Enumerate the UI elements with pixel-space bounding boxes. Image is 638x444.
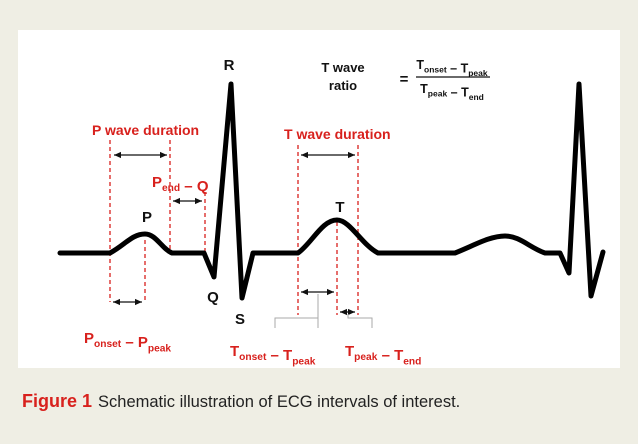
formula-text: Tpeak – Tend bbox=[420, 82, 484, 102]
label-subscript: peak bbox=[354, 352, 378, 363]
interval-arrows bbox=[113, 151, 355, 316]
interval-label: Tonset – Tpeak bbox=[230, 343, 316, 367]
label-part: T bbox=[420, 82, 428, 96]
label-part: P bbox=[152, 174, 162, 191]
interval-label: Tpeak – Tend bbox=[345, 343, 421, 367]
label-part: T bbox=[416, 58, 424, 72]
interval-label: T wave duration bbox=[284, 126, 391, 142]
formula-text: ratio bbox=[329, 78, 357, 93]
wave-label: T bbox=[335, 199, 344, 216]
label-subscript: end bbox=[469, 92, 484, 102]
label-part: – P bbox=[121, 334, 148, 351]
label-subscript: peak bbox=[148, 343, 172, 354]
label-subscript: peak bbox=[292, 356, 316, 367]
interval-label: Ponset – Ppeak bbox=[84, 330, 171, 354]
panel bbox=[18, 30, 620, 368]
caption: Figure 1 Schematic illustration of ECG in… bbox=[22, 391, 460, 412]
wave-label: P bbox=[142, 209, 152, 226]
label-subscript: peak bbox=[428, 89, 448, 99]
label-part: T bbox=[230, 343, 239, 360]
label-part: – T bbox=[447, 86, 469, 100]
interval-label: Pend – Q bbox=[152, 174, 209, 195]
interval-label: P wave duration bbox=[92, 122, 199, 138]
label-subscript: onset bbox=[239, 352, 267, 363]
wave-label: Q bbox=[207, 289, 219, 306]
label-brackets bbox=[274, 294, 373, 328]
formula-text: = bbox=[400, 71, 409, 88]
wave-label: R bbox=[224, 57, 235, 74]
caption-label: Figure 1 bbox=[22, 391, 93, 411]
dashed-markers bbox=[109, 140, 359, 315]
label-subscript: onset bbox=[424, 65, 447, 75]
label-part: – T bbox=[266, 347, 292, 364]
label-part: T bbox=[345, 343, 354, 360]
label-subscript: end bbox=[162, 183, 180, 194]
label-part: P bbox=[84, 330, 94, 347]
caption-text: Schematic illustration of ECG intervals … bbox=[98, 393, 461, 411]
label-subscript: onset bbox=[94, 339, 122, 350]
formula-text: Tonset – Tpeak bbox=[416, 58, 488, 78]
label-part: – Q bbox=[180, 178, 209, 195]
label-part: – T bbox=[447, 62, 469, 76]
label-subscript: peak bbox=[468, 68, 488, 78]
label-subscript: end bbox=[403, 356, 421, 367]
formula-text: T wave bbox=[321, 60, 364, 75]
wave-label: S bbox=[235, 311, 245, 328]
ecg-trace bbox=[57, 81, 606, 301]
label-part: – T bbox=[377, 347, 403, 364]
